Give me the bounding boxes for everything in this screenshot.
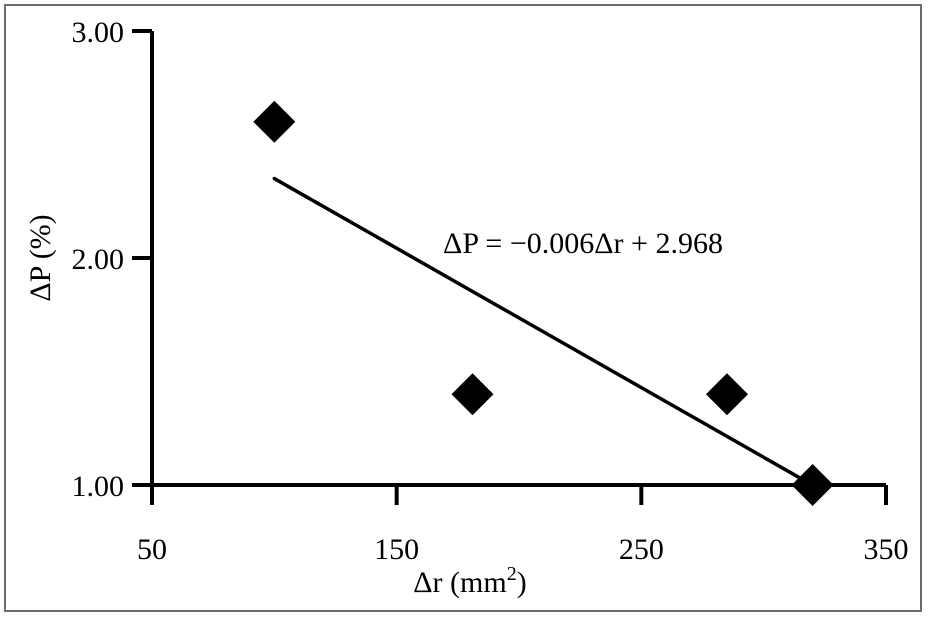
data-point-diamond [253,100,296,143]
y-tick-label: 2.00 [72,243,125,276]
axes [132,31,886,505]
y-axis-label: ΔP (%) [24,214,57,301]
trendline-equation: ΔP = −0.006Δr + 2.968 [443,227,723,260]
x-tick-label: 50 [137,533,167,566]
x-tick-label: 150 [374,533,419,566]
x-tick-label: 250 [619,533,664,566]
y-tick-label: 1.00 [72,470,125,503]
data-point-diamond [451,373,494,416]
data-point-diamond [705,373,748,416]
chart-frame [4,4,922,612]
axis-ticks: 1.00 2.00 3.00 50 150 250 350 [72,16,909,566]
y-tick-label: 3.00 [72,16,125,49]
x-axis-label: Δr (mm2) [413,563,526,599]
data-point-diamond [791,464,834,506]
data-points [253,100,834,506]
x-tick-label: 350 [864,533,909,566]
trendline [272,176,803,480]
